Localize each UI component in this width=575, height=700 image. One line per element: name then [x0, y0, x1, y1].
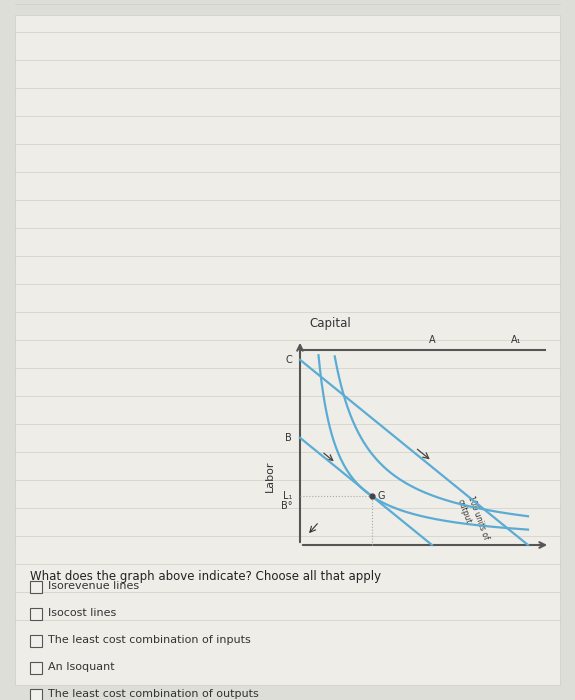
Text: G: G [378, 491, 385, 501]
Text: Labor: Labor [265, 461, 275, 493]
Text: What does the graph above indicate? Choose all that apply: What does the graph above indicate? Choo… [30, 570, 381, 583]
Bar [30, 608, 42, 620]
Bar [30, 581, 42, 593]
Text: B°: B° [281, 501, 292, 511]
Text: A: A [429, 335, 435, 345]
Text: B: B [285, 433, 292, 443]
Text: C: C [285, 355, 292, 365]
Text: The least cost combination of inputs: The least cost combination of inputs [48, 635, 251, 645]
Text: 100 units of
output: 100 units of output [456, 495, 490, 545]
Text: The least cost combination of outputs: The least cost combination of outputs [48, 689, 259, 699]
Bar [30, 689, 42, 700]
Text: Isocost lines: Isocost lines [48, 608, 116, 618]
Text: L₁: L₁ [283, 491, 292, 501]
Text: Capital: Capital [309, 317, 351, 330]
Bar [30, 662, 42, 674]
Text: A₁: A₁ [511, 335, 522, 345]
Text: Isorevenue lines: Isorevenue lines [48, 581, 139, 591]
Text: An Isoquant: An Isoquant [48, 662, 114, 672]
Bar [30, 635, 42, 647]
